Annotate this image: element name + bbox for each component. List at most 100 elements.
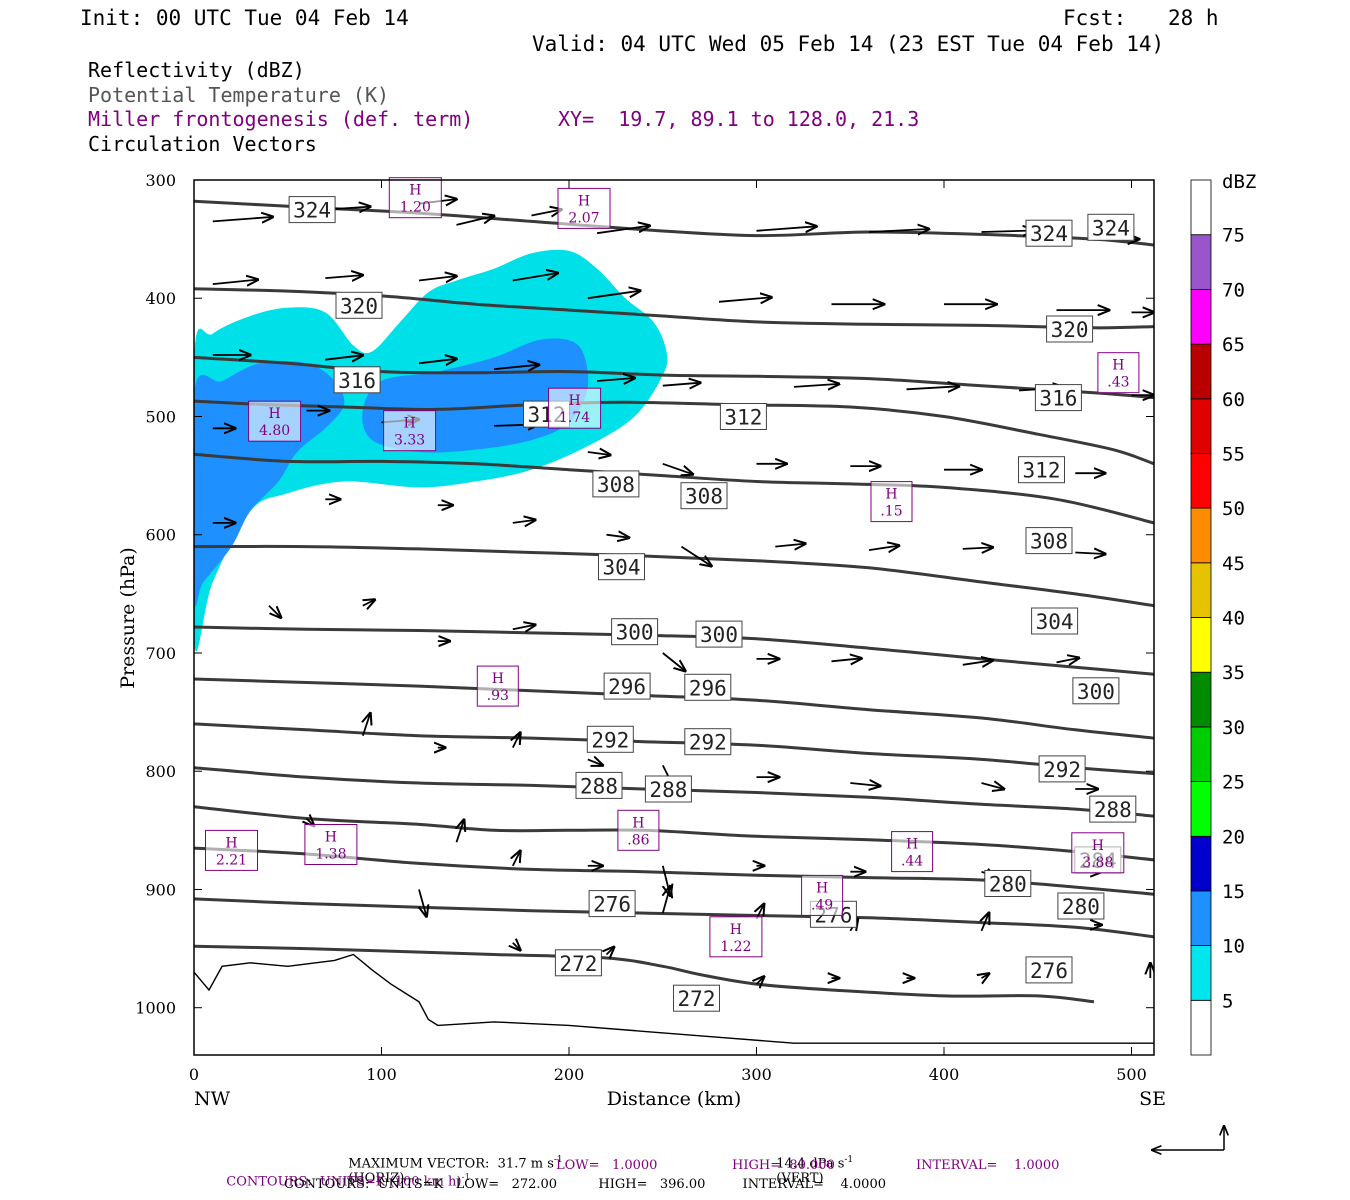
frontogenesis-max-label-0: H bbox=[409, 183, 421, 199]
fgen-low: LOW= 1.0000 bbox=[556, 1158, 658, 1173]
frontogenesis-max-label-12: H bbox=[816, 880, 828, 896]
y-axis-label: Pressure (hPa) bbox=[117, 547, 139, 689]
y-tick-label-300: 300 bbox=[145, 171, 176, 190]
contour-label-23: 288 bbox=[580, 774, 618, 798]
forecast-label: Fcst: bbox=[1063, 6, 1127, 30]
contour-label-8: 312 bbox=[1023, 459, 1061, 483]
frontogenesis-contour-info: CONTOURS: UNITS=K (100 km h)-1 bbox=[218, 1158, 470, 1189]
frontogenesis-box-3 bbox=[383, 410, 437, 452]
colorbar-level-5: 5 bbox=[1222, 990, 1233, 1012]
vector-50 bbox=[268, 605, 281, 618]
x-tick-label-100: 100 bbox=[366, 1065, 397, 1084]
forecast-hour: 28 h bbox=[1168, 6, 1219, 30]
vector-35 bbox=[662, 462, 693, 475]
vector-45 bbox=[681, 545, 712, 567]
colorbar-swatch-2 bbox=[1190, 890, 1212, 947]
contour-label-12: 308 bbox=[1030, 530, 1068, 554]
contour-label-box-17 bbox=[1072, 677, 1120, 705]
vector-43 bbox=[512, 520, 536, 523]
frontogenesis-box-14 bbox=[1071, 832, 1125, 874]
contour-label-box-27 bbox=[984, 870, 1032, 897]
x-axis-label: Distance (km) bbox=[607, 1088, 742, 1110]
vector-65 bbox=[850, 783, 880, 786]
colorbar-swatch-15 bbox=[1190, 179, 1212, 236]
frontogenesis-max-value-11: .44 bbox=[901, 854, 923, 870]
contour-label-box-33 bbox=[673, 984, 720, 1012]
contour-label-28: 280 bbox=[1062, 895, 1100, 919]
colorbar-swatch-4 bbox=[1190, 781, 1212, 837]
frontogenesis-max-value-5: .43 bbox=[1107, 375, 1129, 391]
contour-label-18: 296 bbox=[608, 675, 646, 699]
contour-label-27: 280 bbox=[989, 873, 1027, 897]
vector-26 bbox=[793, 384, 839, 387]
plot-frame bbox=[193, 179, 1155, 1056]
frontogenesis-max-value-7: .93 bbox=[487, 688, 509, 704]
colorbar-swatch-5 bbox=[1190, 726, 1212, 783]
frontogenesis-max-value-12: .49 bbox=[811, 897, 833, 913]
colorbar-level-55: 55 bbox=[1222, 443, 1245, 465]
contour-label-33: 272 bbox=[678, 987, 716, 1011]
colorbar-swatch-10 bbox=[1190, 452, 1212, 509]
colorbar-level-35: 35 bbox=[1222, 662, 1245, 684]
frontogenesis-max-value-0: 1.20 bbox=[400, 200, 431, 216]
contour-label-6: 316 bbox=[1039, 387, 1077, 411]
vector-48 bbox=[962, 547, 993, 549]
vector-34 bbox=[587, 452, 611, 455]
colorbar-level-40: 40 bbox=[1222, 608, 1245, 630]
max-vector-vert-tag: (VERT) bbox=[776, 1171, 824, 1187]
contour-label-box-10 bbox=[592, 470, 640, 498]
x-tick-label-300: 300 bbox=[741, 1065, 772, 1084]
contour-label-box-3 bbox=[335, 291, 383, 319]
terrain-layer bbox=[194, 953, 1154, 1044]
frontogenesis-max-value-14: 3.88 bbox=[1082, 855, 1113, 871]
colorbar-swatch-1 bbox=[1190, 945, 1212, 1001]
frontogenesis-max-value-10: 1.38 bbox=[315, 847, 346, 863]
vector-4 bbox=[531, 210, 562, 216]
colorbar-swatch-11 bbox=[1190, 398, 1212, 454]
frontogenesis-max-value-3: 3.33 bbox=[394, 433, 425, 449]
colorbar-level-10: 10 bbox=[1222, 936, 1245, 958]
fgen-high: HIGH= 80.000 bbox=[732, 1158, 835, 1173]
contour-label-box-19 bbox=[684, 673, 732, 701]
contour-label-4: 320 bbox=[1051, 318, 1089, 342]
fgen-units-exp: -1 bbox=[461, 1173, 471, 1183]
theta-contour-308 bbox=[194, 452, 1154, 525]
contour-label-15: 300 bbox=[616, 621, 654, 645]
frontogenesis-max-label-6: H bbox=[885, 487, 897, 503]
contour-label-0: 324 bbox=[293, 199, 331, 223]
vector-46 bbox=[775, 544, 805, 547]
vector-54 bbox=[662, 652, 686, 671]
colorbar: 5 10 15 20 25 30 35 40 45 50 55 60 65 70 75 bbox=[1190, 179, 1245, 1056]
max-vector-vert-value: 14.4 dPa s bbox=[776, 1156, 845, 1172]
colorbar-level-70: 70 bbox=[1222, 279, 1245, 301]
colorbar-level-60: 60 bbox=[1222, 389, 1245, 411]
vector-83 bbox=[513, 943, 521, 951]
frontogenesis-max-value-9: 2.21 bbox=[216, 852, 247, 868]
colorbar-level-45: 45 bbox=[1222, 553, 1245, 575]
theta-contour-300 bbox=[194, 625, 1154, 676]
vector-22 bbox=[418, 359, 457, 364]
frontogenesis-box-12 bbox=[801, 874, 844, 916]
vector-24 bbox=[597, 378, 635, 381]
x-end-label-se: SE bbox=[1139, 1088, 1166, 1110]
colorbar-level-15: 15 bbox=[1222, 881, 1245, 903]
colorbar-swatch-9 bbox=[1190, 507, 1212, 564]
theta-contour-info: CONTOURS: UNITS=K LOW= 272.00 HIGH= 396.… bbox=[284, 1177, 886, 1192]
theta-contour-304 bbox=[194, 544, 1154, 608]
vector-6 bbox=[756, 226, 817, 231]
colorbar-swatch-8 bbox=[1190, 562, 1212, 618]
contour-label-box-28 bbox=[1057, 892, 1105, 920]
init-time: Init: 00 UTC Tue 04 Feb 14 bbox=[80, 6, 409, 30]
y-tick-label-600: 600 bbox=[145, 526, 176, 545]
contour-label-box-25 bbox=[1089, 795, 1137, 823]
y-tick-label-1000: 1000 bbox=[135, 999, 176, 1018]
contour-label-22: 292 bbox=[1043, 758, 1081, 782]
contour-label-17: 300 bbox=[1077, 680, 1115, 704]
frontogenesis-max-label-7: H bbox=[492, 671, 504, 687]
legend-theta: Potential Temperature (K) bbox=[88, 83, 390, 107]
vector-23 bbox=[493, 365, 539, 370]
vector-59 bbox=[363, 713, 371, 736]
x-tick-label-0: 0 bbox=[189, 1065, 199, 1084]
contour-label-19: 296 bbox=[689, 676, 727, 700]
reference-vector-icon bbox=[1152, 1126, 1224, 1150]
